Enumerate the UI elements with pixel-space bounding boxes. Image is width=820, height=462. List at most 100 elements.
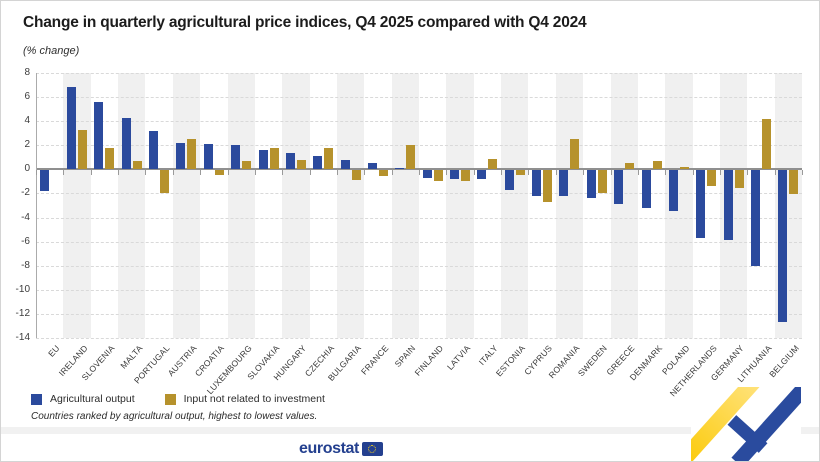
bar-ireland-output bbox=[67, 87, 77, 170]
bar-hungary-output bbox=[285, 152, 295, 170]
bar-malta-input bbox=[132, 160, 142, 170]
gridline--8 bbox=[36, 265, 802, 267]
eu-flag-stars bbox=[368, 445, 377, 453]
bar-cyprus-input bbox=[543, 170, 553, 202]
bar-slovenia-input bbox=[105, 147, 115, 170]
x-axis-tick bbox=[802, 170, 803, 176]
y-axis-label-8: 8 bbox=[24, 67, 30, 78]
eurostat-logo-text: eurostat bbox=[299, 440, 359, 457]
column-band-spain bbox=[391, 73, 419, 338]
x-axis-tick bbox=[391, 170, 393, 176]
y-axis-label--8: -8 bbox=[21, 259, 30, 271]
y-axis-label-4: 4 bbox=[24, 115, 30, 127]
bar-poland-output bbox=[668, 170, 678, 212]
bar-czechia-input bbox=[324, 147, 334, 170]
x-axis-tick bbox=[583, 170, 585, 176]
x-axis-tick bbox=[36, 170, 37, 176]
bar-austria-output bbox=[176, 142, 186, 170]
gridline--10 bbox=[36, 289, 802, 291]
bar-lithuania-output bbox=[750, 170, 760, 266]
x-axis-tick bbox=[364, 170, 366, 176]
x-axis-tick bbox=[665, 170, 667, 176]
x-axis-tick bbox=[692, 170, 694, 176]
legend-swatch-agricultural-output bbox=[31, 393, 42, 405]
bar-finland-input bbox=[433, 170, 443, 182]
bar-italy-output bbox=[477, 170, 487, 179]
eu-flag-icon bbox=[361, 442, 383, 456]
x-axis-tick bbox=[63, 170, 65, 176]
bar-belgium-output bbox=[778, 170, 788, 323]
column-band-malta bbox=[118, 73, 146, 338]
gridline--12 bbox=[36, 313, 802, 315]
chart-legend: Agricultural output Input not related to… bbox=[31, 393, 325, 405]
bar-luxembourg-output bbox=[231, 145, 241, 170]
bar-sweden-input bbox=[597, 170, 607, 194]
y-axis-label--2: -2 bbox=[21, 187, 30, 199]
x-axis-tick bbox=[419, 170, 420, 176]
column-band-austria bbox=[172, 73, 201, 338]
bar-lithuania-input bbox=[761, 118, 771, 170]
bar-slovakia-input bbox=[269, 147, 279, 170]
bar-france-output bbox=[367, 163, 377, 170]
x-axis-label-text: ITALY bbox=[476, 343, 500, 368]
y-axis-label--6: -6 bbox=[21, 235, 30, 247]
x-axis-tick bbox=[528, 170, 530, 176]
gridline-6 bbox=[36, 97, 802, 99]
eurostat-logo: eurostat bbox=[299, 440, 383, 458]
bar-slovakia-output bbox=[258, 150, 268, 170]
gridline--14 bbox=[36, 338, 802, 339]
decorative-graphic bbox=[691, 387, 801, 461]
column-band-romania bbox=[555, 73, 584, 338]
bar-luxembourg-input bbox=[242, 160, 252, 170]
x-axis-tick bbox=[610, 170, 612, 176]
chart-footnote: Countries ranked by agricultural output,… bbox=[31, 411, 318, 422]
x-axis-label-text: FRANCE bbox=[358, 343, 391, 377]
gridline--4 bbox=[36, 217, 802, 219]
bar-romania-output bbox=[559, 170, 569, 196]
column-band-bulgaria bbox=[336, 73, 365, 338]
x-axis-tick bbox=[446, 170, 448, 176]
x-axis-tick bbox=[774, 170, 776, 176]
bar-portugal-output bbox=[149, 130, 159, 170]
x-axis-label-text: FINLAND bbox=[412, 343, 446, 378]
bar-ireland-input bbox=[78, 129, 88, 170]
y-axis-label--4: -4 bbox=[21, 211, 30, 223]
bar-eu-output bbox=[39, 170, 49, 191]
x-axis-label-text: LATVIA bbox=[445, 343, 473, 372]
x-axis-tick bbox=[90, 170, 92, 176]
bar-portugal-input bbox=[160, 170, 170, 194]
y-axis-label-0: 0 bbox=[24, 163, 30, 175]
bar-netherlands-output bbox=[696, 170, 706, 238]
gridline--2 bbox=[36, 193, 802, 195]
bar-estonia-output bbox=[504, 170, 514, 190]
bar-chart-plot-area: 8 6 4 2 0 -2 -4 -6 -8 -10 -12 -14 EU IRELAND SLOVENIA M… bbox=[16, 67, 803, 398]
bar-germany-input bbox=[734, 170, 744, 189]
bar-finland-output bbox=[422, 170, 432, 178]
bar-spain-output bbox=[395, 168, 405, 170]
y-axis-line bbox=[36, 73, 37, 338]
x-axis-tick bbox=[282, 170, 284, 176]
gridline-8 bbox=[36, 73, 802, 74]
bar-germany-output bbox=[723, 170, 733, 241]
bar-romania-input bbox=[570, 139, 580, 170]
column-band-hungary bbox=[282, 73, 310, 338]
bar-slovenia-output bbox=[94, 101, 104, 170]
y-axis-label--12: -12 bbox=[15, 307, 30, 319]
x-axis-tick bbox=[118, 170, 120, 176]
x-axis-tick bbox=[719, 170, 721, 176]
x-axis-tick bbox=[637, 170, 639, 176]
bar-czechia-output bbox=[313, 156, 323, 170]
y-axis-label--14: -14 bbox=[15, 332, 30, 343]
bar-netherlands-input bbox=[707, 170, 717, 187]
bar-denmark-input bbox=[652, 160, 662, 170]
x-axis-tick bbox=[200, 170, 202, 176]
bar-bulgaria-input bbox=[351, 170, 361, 180]
x-axis-label-text: EU bbox=[46, 343, 63, 359]
bar-austria-input bbox=[187, 139, 197, 170]
bar-denmark-output bbox=[641, 170, 651, 208]
gridline-4 bbox=[36, 121, 802, 123]
y-axis-label-2: 2 bbox=[24, 139, 30, 151]
x-axis-tick bbox=[747, 170, 749, 176]
gridline-2 bbox=[36, 145, 802, 147]
